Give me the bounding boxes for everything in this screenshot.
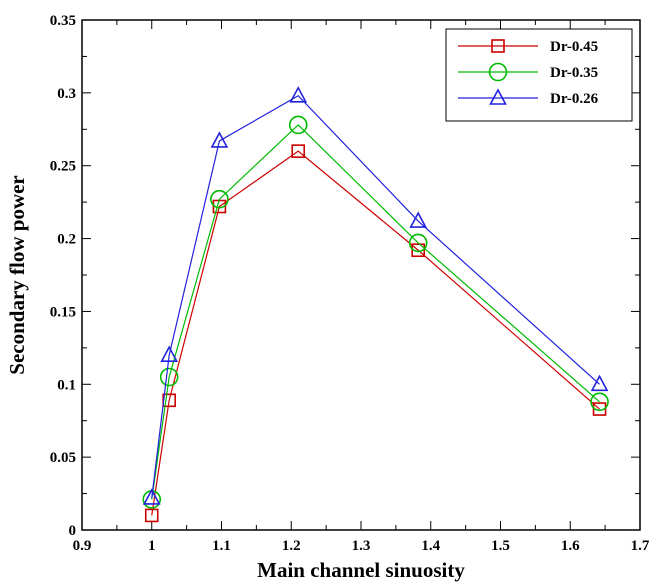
legend: Dr-0.45 Dr-0.35 Dr-0.26 (445, 28, 633, 122)
y-axis-title: Secondary flow power (5, 175, 29, 374)
legend-label: Dr-0.26 (550, 91, 599, 107)
triangle-marker (160, 345, 179, 362)
legend-square-marker (491, 39, 505, 53)
x-axis-title: Main channel sinuosity (257, 558, 465, 582)
x-tick-label: 1.4 (421, 538, 440, 554)
y-tick-label: 0.3 (57, 86, 76, 102)
x-tick-label: 1.2 (282, 538, 301, 554)
legend-label: Dr-0.45 (550, 39, 598, 55)
y-tick-label: 0.35 (50, 13, 76, 29)
triangle-marker (409, 211, 428, 228)
square-marker (411, 243, 425, 258)
square-marker (592, 402, 607, 416)
axis-ticks: 0.9 1 1.1 1.2 1.3 1.4 1.5 1.6 1.7 0 0.05 0.1 0.15 0.2… (50, 13, 650, 554)
x-tick-label: 1 (148, 538, 156, 554)
triangle-marker (289, 86, 308, 103)
legend-label: Dr-0.35 (550, 65, 598, 81)
series-layer (142, 86, 609, 523)
series-line (151, 124, 600, 500)
legend-box (445, 28, 633, 122)
circle-marker (288, 115, 308, 135)
triangle-marker (142, 488, 161, 505)
square-marker (291, 144, 306, 158)
series-dr-0-26 (142, 86, 609, 505)
series-dr-0-35 (142, 115, 609, 509)
y-tick-label: 0.15 (50, 304, 76, 320)
y-tick-label: 0 (69, 523, 77, 539)
circle-marker (590, 392, 609, 412)
circle-marker (408, 233, 428, 253)
circle-marker (210, 189, 229, 209)
y-tick-label: 0.05 (50, 450, 76, 466)
x-tick-label: 1.3 (352, 538, 371, 554)
y-tick-label: 0.1 (57, 377, 76, 393)
series-line (151, 150, 600, 516)
series-line (151, 95, 600, 499)
legend-triangle-marker (489, 88, 507, 105)
x-tick-label: 1.7 (631, 538, 650, 554)
x-tick-label: 1.1 (212, 538, 231, 554)
triangle-marker (590, 374, 609, 392)
legend-circle-marker (488, 62, 508, 82)
x-tick-label: 1.6 (561, 538, 580, 554)
y-tick-label: 0.25 (50, 159, 76, 175)
triangle-marker (210, 131, 229, 148)
square-marker (144, 508, 159, 523)
y-tick-label: 0.2 (57, 232, 76, 248)
x-tick-label: 0.9 (73, 538, 92, 554)
x-tick-label: 1.5 (491, 538, 510, 554)
circle-marker (159, 367, 179, 387)
